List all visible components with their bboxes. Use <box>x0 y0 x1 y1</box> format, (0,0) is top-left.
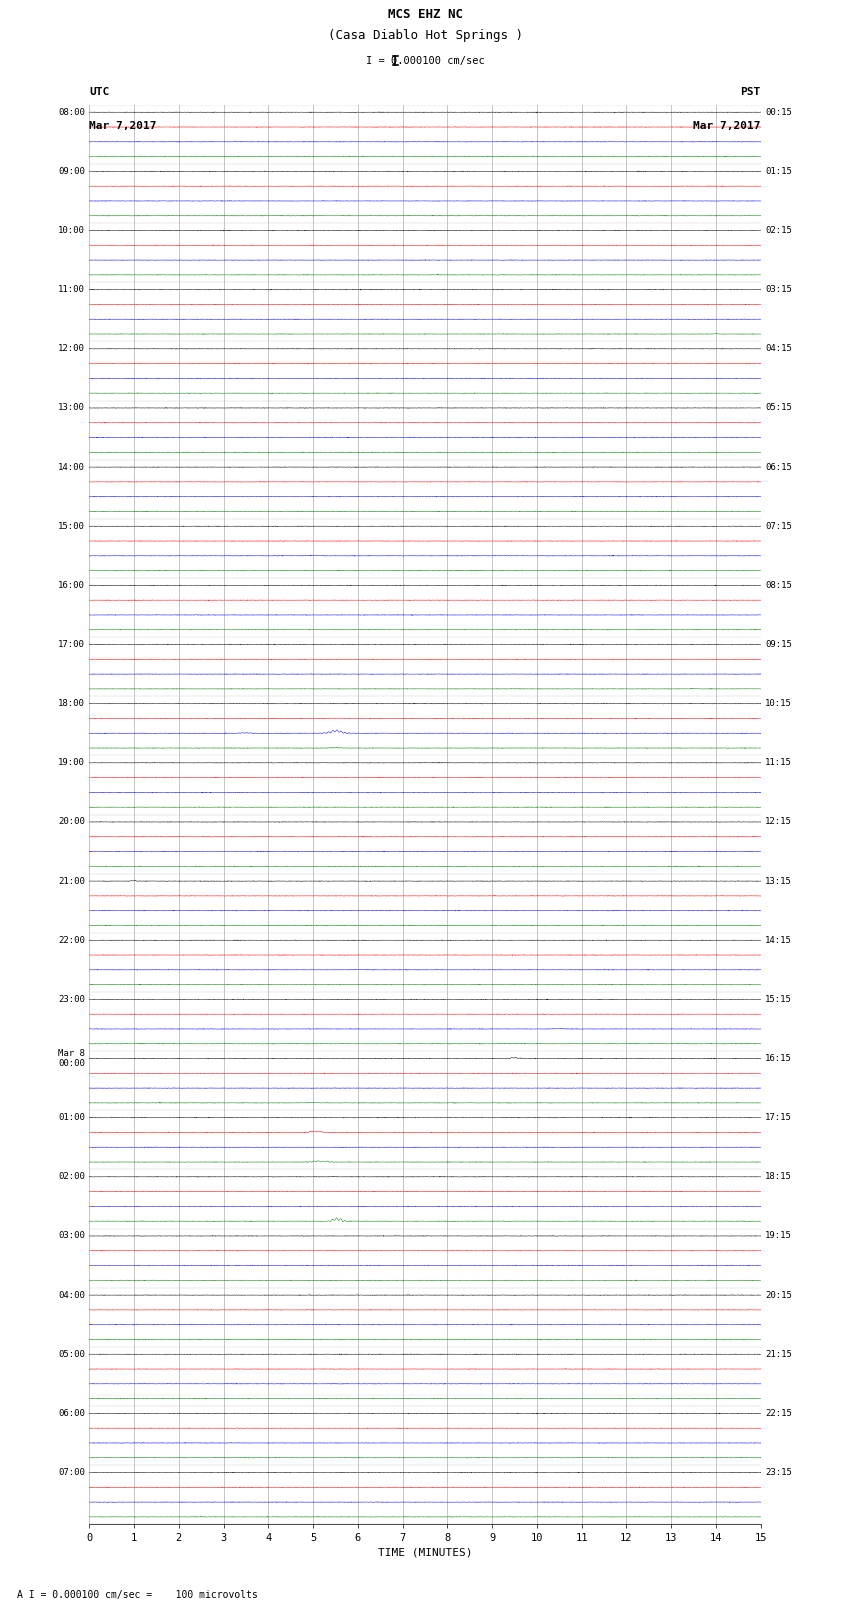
Text: 11:15: 11:15 <box>765 758 792 768</box>
Text: 07:15: 07:15 <box>765 521 792 531</box>
Text: 12:15: 12:15 <box>765 818 792 826</box>
Text: 16:00: 16:00 <box>58 581 85 590</box>
Text: 06:00: 06:00 <box>58 1408 85 1418</box>
Text: 01:15: 01:15 <box>765 166 792 176</box>
Text: UTC: UTC <box>89 87 110 97</box>
Text: 08:15: 08:15 <box>765 581 792 590</box>
Text: 02:00: 02:00 <box>58 1173 85 1181</box>
Text: 04:00: 04:00 <box>58 1290 85 1300</box>
Text: 13:15: 13:15 <box>765 876 792 886</box>
Text: 21:15: 21:15 <box>765 1350 792 1358</box>
Text: 21:00: 21:00 <box>58 876 85 886</box>
Text: 09:00: 09:00 <box>58 166 85 176</box>
Text: 10:00: 10:00 <box>58 226 85 235</box>
Text: Mar 7,2017: Mar 7,2017 <box>89 121 156 131</box>
Text: 03:15: 03:15 <box>765 286 792 294</box>
Text: 14:00: 14:00 <box>58 463 85 471</box>
Text: 10:15: 10:15 <box>765 698 792 708</box>
Text: 17:00: 17:00 <box>58 640 85 648</box>
Text: 15:00: 15:00 <box>58 521 85 531</box>
Text: 02:15: 02:15 <box>765 226 792 235</box>
Text: 06:15: 06:15 <box>765 463 792 471</box>
Text: 04:15: 04:15 <box>765 344 792 353</box>
Text: 03:00: 03:00 <box>58 1231 85 1240</box>
Text: 07:00: 07:00 <box>58 1468 85 1478</box>
Text: 23:15: 23:15 <box>765 1468 792 1478</box>
Text: 05:15: 05:15 <box>765 403 792 413</box>
Text: A I = 0.000100 cm/sec =    100 microvolts: A I = 0.000100 cm/sec = 100 microvolts <box>17 1590 258 1600</box>
Text: 23:00: 23:00 <box>58 995 85 1003</box>
Text: 16:15: 16:15 <box>765 1053 792 1063</box>
Text: 08:00: 08:00 <box>58 108 85 116</box>
Text: 01:00: 01:00 <box>58 1113 85 1123</box>
Text: 19:00: 19:00 <box>58 758 85 768</box>
Text: Mar 8
00:00: Mar 8 00:00 <box>58 1048 85 1068</box>
Text: 13:00: 13:00 <box>58 403 85 413</box>
Text: 12:00: 12:00 <box>58 344 85 353</box>
Text: 17:15: 17:15 <box>765 1113 792 1123</box>
Text: 18:15: 18:15 <box>765 1173 792 1181</box>
Text: (Casa Diablo Hot Springs ): (Casa Diablo Hot Springs ) <box>327 29 523 42</box>
Text: Mar 7,2017: Mar 7,2017 <box>694 121 761 131</box>
Text: 09:15: 09:15 <box>765 640 792 648</box>
Text: 22:00: 22:00 <box>58 936 85 945</box>
Text: MCS EHZ NC: MCS EHZ NC <box>388 8 462 21</box>
Text: 19:15: 19:15 <box>765 1231 792 1240</box>
Text: 18:00: 18:00 <box>58 698 85 708</box>
Text: 11:00: 11:00 <box>58 286 85 294</box>
X-axis label: TIME (MINUTES): TIME (MINUTES) <box>377 1547 473 1558</box>
Text: 15:15: 15:15 <box>765 995 792 1003</box>
Text: PST: PST <box>740 87 761 97</box>
Text: 20:15: 20:15 <box>765 1290 792 1300</box>
Text: 00:15: 00:15 <box>765 108 792 116</box>
Text: 20:00: 20:00 <box>58 818 85 826</box>
Text: 05:00: 05:00 <box>58 1350 85 1358</box>
Text: I = 0.000100 cm/sec: I = 0.000100 cm/sec <box>366 56 484 66</box>
Text: 14:15: 14:15 <box>765 936 792 945</box>
Text: 22:15: 22:15 <box>765 1408 792 1418</box>
